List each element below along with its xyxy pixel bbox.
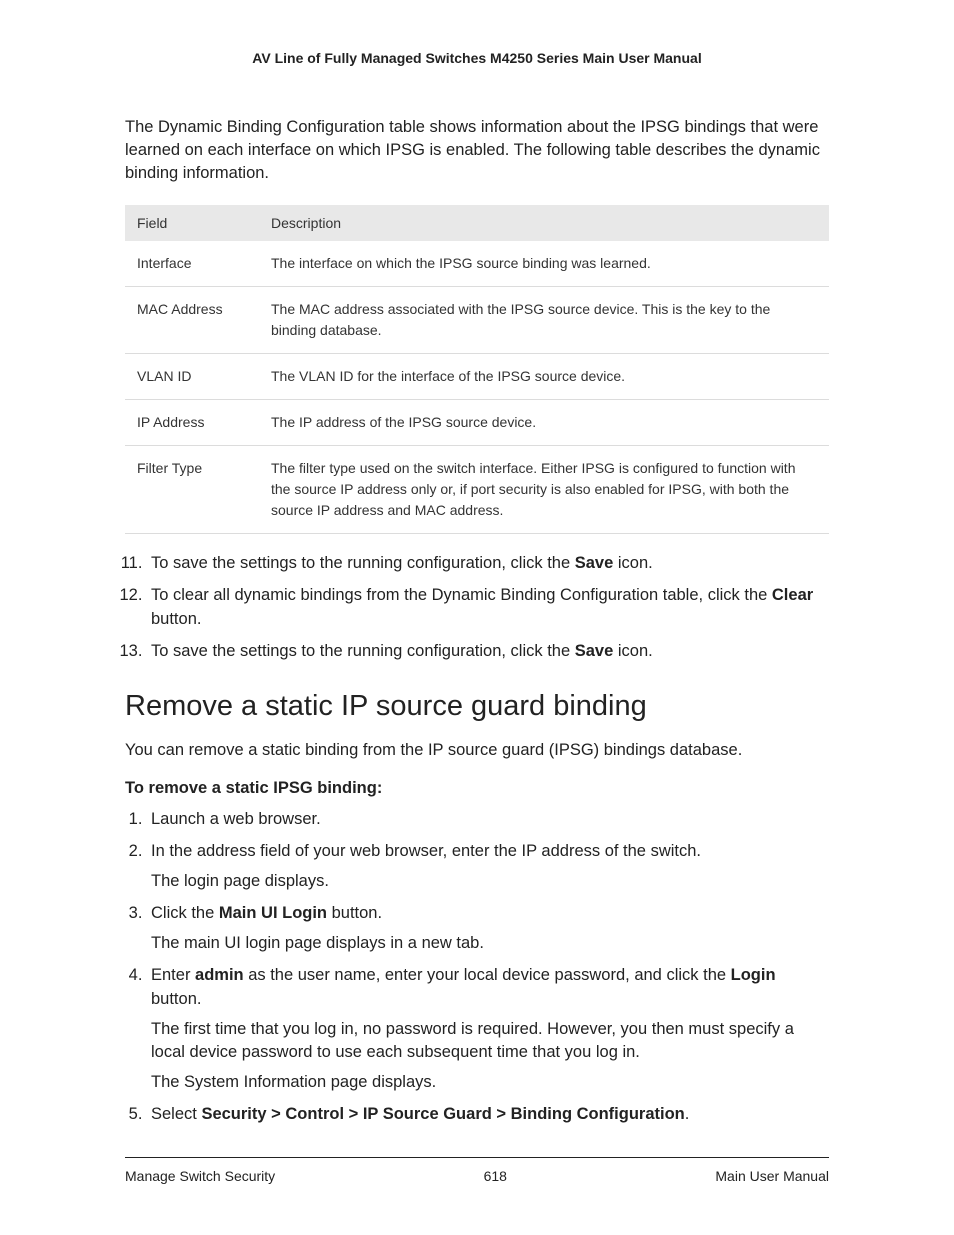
table-cell-field: IP Address bbox=[125, 400, 259, 446]
footer-left: Manage Switch Security bbox=[125, 1168, 275, 1184]
table-cell-field: Filter Type bbox=[125, 446, 259, 534]
step-2: In the address field of your web browser… bbox=[147, 840, 829, 894]
table-cell-desc: The VLAN ID for the interface of the IPS… bbox=[259, 354, 829, 400]
footer-rule bbox=[125, 1157, 829, 1158]
table-cell-desc: The MAC address associated with the IPSG… bbox=[259, 287, 829, 354]
continued-steps-list: To save the settings to the running conf… bbox=[125, 552, 829, 664]
table-row: MAC Address The MAC address associated w… bbox=[125, 287, 829, 354]
table-row: IP Address The IP address of the IPSG so… bbox=[125, 400, 829, 446]
step-12: To clear all dynamic bindings from the D… bbox=[147, 584, 829, 632]
intro-paragraph: The Dynamic Binding Configuration table … bbox=[125, 116, 829, 185]
step-3: Click the Main UI Login button. The main… bbox=[147, 902, 829, 956]
section-intro: You can remove a static binding from the… bbox=[125, 739, 829, 762]
procedure-steps-list: Launch a web browser. In the address fie… bbox=[125, 808, 829, 1127]
step-1: Launch a web browser. bbox=[147, 808, 829, 832]
table-header-field: Field bbox=[125, 205, 259, 241]
table-cell-desc: The IP address of the IPSG source device… bbox=[259, 400, 829, 446]
document-page: AV Line of Fully Managed Switches M4250 … bbox=[0, 0, 954, 1224]
footer-right: Main User Manual bbox=[715, 1168, 829, 1184]
procedure-title: To remove a static IPSG binding: bbox=[125, 779, 829, 798]
table-cell-desc: The filter type used on the switch inter… bbox=[259, 446, 829, 534]
table-row: Filter Type The filter type used on the … bbox=[125, 446, 829, 534]
table-header-description: Description bbox=[259, 205, 829, 241]
page-footer: Manage Switch Security 618 Main User Man… bbox=[125, 1168, 829, 1184]
table-cell-field: Interface bbox=[125, 241, 259, 287]
section-heading: Remove a static IP source guard binding bbox=[125, 690, 829, 723]
table-row: VLAN ID The VLAN ID for the interface of… bbox=[125, 354, 829, 400]
step-13: To save the settings to the running conf… bbox=[147, 640, 829, 664]
table-cell-desc: The interface on which the IPSG source b… bbox=[259, 241, 829, 287]
footer-page-number: 618 bbox=[484, 1168, 507, 1184]
table-cell-field: VLAN ID bbox=[125, 354, 259, 400]
step-5: Select Security > Control > IP Source Gu… bbox=[147, 1103, 829, 1127]
binding-fields-table: Field Description Interface The interfac… bbox=[125, 205, 829, 534]
document-header: AV Line of Fully Managed Switches M4250 … bbox=[125, 50, 829, 66]
step-4: Enter admin as the user name, enter your… bbox=[147, 964, 829, 1096]
table-cell-field: MAC Address bbox=[125, 287, 259, 354]
table-row: Interface The interface on which the IPS… bbox=[125, 241, 829, 287]
step-11: To save the settings to the running conf… bbox=[147, 552, 829, 576]
